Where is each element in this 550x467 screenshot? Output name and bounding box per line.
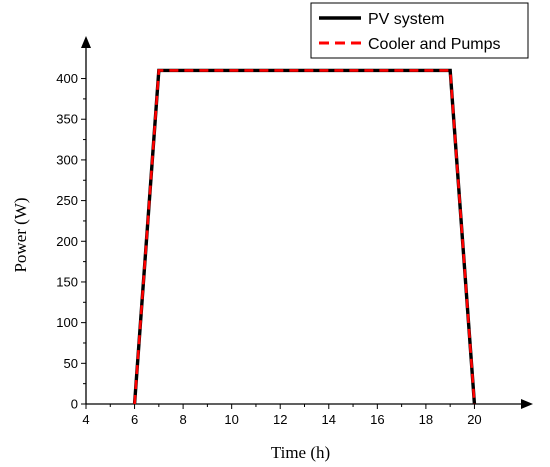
x-axis-label: Time (h) [271,443,330,462]
legend-box [310,2,529,59]
y-tick-label: 50 [64,356,78,371]
x-tick-label: 4 [82,412,89,427]
legend-label-cooler-and-pumps: Cooler and Pumps [368,36,501,53]
series-lines [132,68,477,405]
y-tick-label: 200 [56,234,78,249]
legend: PV system Cooler and Pumps [310,2,529,59]
x-tick-label: 18 [419,412,433,427]
series-line-pv-system [132,68,477,405]
y-tick-label: 100 [56,315,78,330]
y-tick-label: 250 [56,193,78,208]
series-line-cooler-and-pumps [133,69,476,405]
x-axis-arrow [521,399,533,409]
y-tick-label: 400 [56,71,78,86]
legend-label-pv-system: PV system [368,11,444,28]
y-tick-label: 0 [71,397,78,412]
y-axis-arrow [81,36,91,48]
x-tick-label: 10 [224,412,238,427]
x-tick-label: 16 [370,412,384,427]
x-tick-label: 8 [179,412,186,427]
y-tick-label: 350 [56,112,78,127]
x-tick-label: 14 [322,412,336,427]
y-tick-label: 300 [56,152,78,167]
y-axis-label: Power (W) [11,197,30,272]
x-tick-label: 12 [273,412,287,427]
x-tick-label: 20 [467,412,481,427]
y-tick-label: 150 [56,274,78,289]
x-tick-label: 6 [131,412,138,427]
